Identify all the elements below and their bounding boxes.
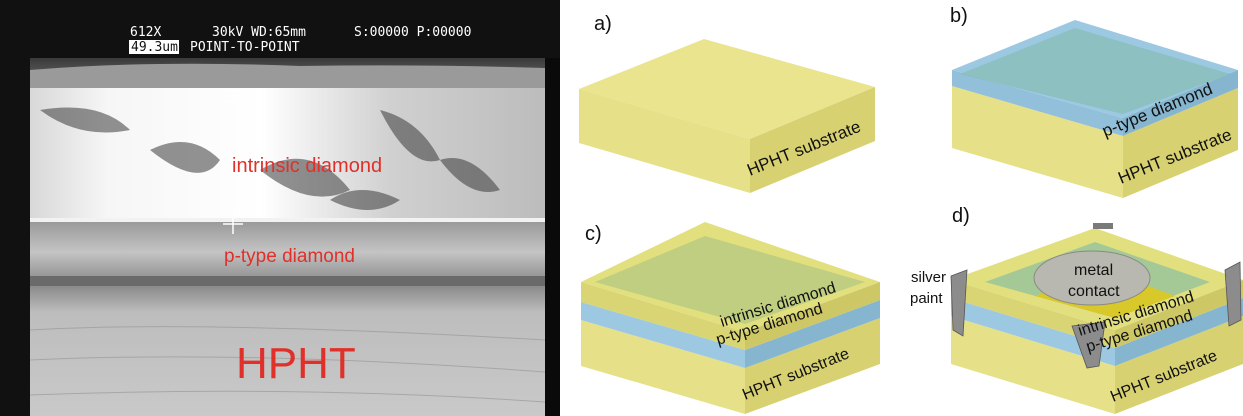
process-schematics: a) HPHT substrate b) p-type diamond HPHT… [579, 5, 1243, 414]
sem-hpht-region [30, 286, 545, 416]
panel-d: d) silver paint metal contact intrinsic … [910, 205, 1243, 414]
panel-d-silver-paint-line1: silver [911, 269, 946, 286]
panel-c-intrinsic-left [581, 282, 745, 350]
panel-d-top-contact-bar [1093, 223, 1113, 229]
panel-d-silver-paint-front [1071, 321, 1106, 369]
panel-d-letter: d) [952, 205, 970, 227]
sem-intrinsic-region [30, 88, 545, 220]
panel-a-substrate-top [579, 39, 875, 139]
panel-d-substrate-left [951, 316, 1115, 414]
panel-d-ptype-left [951, 298, 1115, 366]
panel-c-ptype-left [581, 302, 745, 368]
sem-interface-line [30, 218, 545, 222]
sem-intrinsic-texture [40, 107, 500, 210]
sem-marker-crosshair [223, 214, 243, 234]
panel-b-letter: b) [950, 5, 968, 27]
panel-c-ptype-right [745, 300, 880, 368]
panel-b-ptype-right [1123, 70, 1238, 136]
sem-label-hpht: HPHT [236, 339, 356, 388]
panel-b: b) p-type diamond HPHT substrate [950, 5, 1238, 198]
panel-c-letter: c) [585, 223, 602, 245]
sem-micrograph: 612X 30kV WD:65mm S:00000 P:00000 49.3um… [0, 0, 560, 416]
sem-ptype-lower-band [30, 276, 545, 286]
sem-scale-box [129, 40, 179, 54]
sem-ptype-region [30, 222, 545, 282]
sem-marker-top [225, 89, 241, 103]
sem-hpht-texture [29, 326, 546, 403]
panel-d-silver-paint-right [1224, 261, 1242, 327]
panel-c-green-overlay [595, 236, 865, 324]
sem-right-shadow [545, 58, 560, 416]
sem-label-ptype: p-type diamond [224, 246, 355, 267]
panel-d-metal-contact [1033, 250, 1151, 306]
panel-a-substrate-right [750, 87, 875, 193]
panel-c-substrate-right [745, 318, 880, 414]
panel-d-ptype-right [1115, 298, 1243, 366]
panel-c-intrinsic-right [745, 282, 880, 350]
sem-settings: 30kV WD:65mm [212, 25, 306, 40]
panel-b-substrate-left [952, 86, 1123, 198]
sem-counters: S:00000 P:00000 [354, 25, 471, 40]
panel-d-substrate-right [1115, 316, 1243, 414]
sem-mode: POINT-TO-POINT [190, 40, 300, 55]
panel-b-ptype-left [952, 70, 1123, 136]
sem-magnification: 612X [130, 25, 161, 40]
panel-c: c) intrinsic diamond p-type diamond HPHT… [581, 222, 880, 414]
panel-a: a) HPHT substrate [579, 13, 875, 193]
panel-a-letter: a) [594, 13, 612, 35]
panel-d-metal-contact-line1: metal [1074, 262, 1113, 279]
panel-d-intrinsic-right [1115, 280, 1243, 348]
sem-top-edge [30, 63, 545, 88]
panel-c-substrate-left [581, 320, 745, 414]
panel-b-green-overlay [960, 28, 1230, 114]
panel-d-silver-paint-left [950, 269, 968, 337]
sem-label-intrinsic: intrinsic diamond [232, 155, 382, 177]
panel-a-substrate-left [579, 89, 750, 193]
sem-scale: 49.3um [131, 40, 178, 55]
panel-b-substrate-right [1123, 88, 1238, 198]
panel-d-metal-contact-line2: contact [1068, 283, 1120, 300]
panel-d-silver-paint-line2: paint [910, 290, 943, 307]
